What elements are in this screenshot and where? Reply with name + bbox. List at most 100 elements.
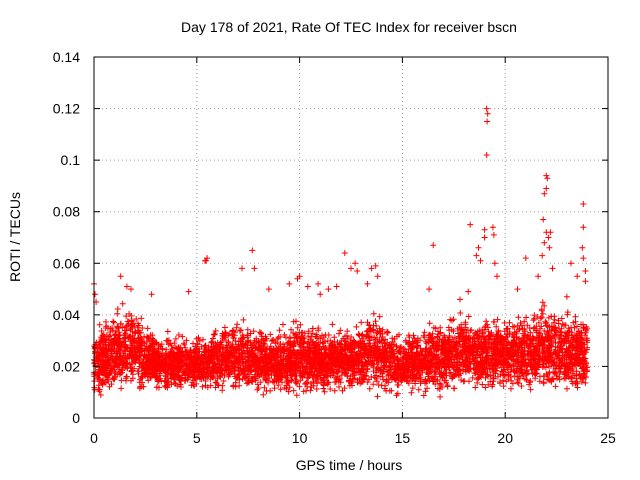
data-point: [570, 319, 577, 326]
data-point: [538, 307, 545, 314]
data-point: [445, 356, 452, 363]
data-point: [479, 326, 486, 333]
data-point: [270, 337, 277, 344]
data-point: [125, 318, 132, 325]
data-point: [120, 352, 127, 359]
data-point: [378, 382, 385, 389]
data-point: [310, 379, 317, 386]
data-point: [384, 329, 390, 336]
data-point: [169, 367, 176, 374]
data-point: [487, 356, 494, 363]
data-point: [473, 331, 480, 338]
data-point: [217, 343, 224, 350]
data-point: [370, 326, 377, 333]
data-point: [440, 372, 447, 379]
data-point: [118, 385, 125, 392]
data-point: [336, 330, 342, 337]
data-point: [334, 339, 341, 346]
data-point: [417, 337, 424, 344]
data-point: [491, 318, 498, 325]
data-point: [539, 363, 546, 370]
data-point: [579, 345, 586, 352]
data-point: [326, 353, 333, 360]
data-point: [474, 332, 481, 339]
data-points: [91, 105, 591, 400]
data-point: [247, 330, 254, 337]
chart-title: Day 178 of 2021, Rate Of TEC Index for r…: [181, 19, 517, 35]
data-point: [288, 326, 295, 333]
data-point: [494, 341, 501, 348]
data-point: [535, 355, 542, 362]
data-point: [264, 345, 271, 352]
data-point: [383, 349, 390, 356]
data-point: [480, 341, 487, 348]
data-point: [260, 374, 267, 381]
data-point: [460, 359, 467, 366]
data-point: [95, 382, 102, 389]
data-point: [528, 357, 535, 364]
data-point: [399, 366, 406, 373]
data-point: [434, 376, 441, 383]
data-point: [440, 342, 447, 349]
data-point: [214, 353, 221, 360]
data-point: [276, 327, 283, 334]
data-point: [364, 365, 371, 372]
data-point: [364, 379, 371, 386]
data-point: [426, 366, 433, 373]
data-point: [513, 334, 520, 340]
data-point: [241, 375, 248, 382]
data-point: [296, 329, 303, 336]
data-point: [321, 379, 328, 386]
data-point: [102, 341, 109, 348]
data-point: [336, 383, 342, 390]
data-point: [244, 334, 251, 341]
data-point: [479, 365, 486, 372]
data-point: [117, 321, 124, 327]
data-point: [489, 383, 496, 390]
data-point: [578, 335, 585, 342]
data-point: [580, 321, 586, 328]
data-point: [381, 366, 387, 373]
data-point: [537, 315, 544, 322]
data-point: [320, 357, 327, 364]
data-point: [503, 325, 510, 332]
data-point: [517, 320, 524, 327]
data-point: [551, 313, 558, 320]
data-point: [390, 346, 397, 353]
data-point: [290, 330, 297, 336]
data-point: [287, 347, 294, 354]
data-point: [251, 337, 258, 344]
data-point: [399, 377, 406, 383]
data-point: [534, 313, 541, 320]
data-point: [146, 337, 153, 344]
data-point: [141, 352, 148, 359]
data-point: [420, 392, 427, 399]
data-point: [261, 384, 268, 391]
data-point: [97, 366, 104, 373]
data-point: [219, 335, 226, 342]
data-point: [337, 362, 344, 369]
data-point: [214, 360, 221, 367]
data-point: [557, 357, 564, 364]
data-point: [423, 378, 430, 385]
data-point: [376, 313, 383, 320]
data-point: [256, 329, 263, 336]
data-point: [114, 310, 121, 317]
data-point: [199, 383, 206, 390]
data-point: [355, 331, 362, 337]
data-point: [116, 368, 123, 375]
data-point: [498, 364, 505, 371]
data-point: [530, 317, 537, 324]
data-point: [321, 374, 327, 381]
data-point: [107, 329, 114, 335]
data-point: [458, 377, 465, 383]
data-point: [302, 370, 309, 377]
data-point: [464, 363, 471, 370]
data-point: [441, 377, 448, 384]
data-point: [465, 313, 472, 320]
data-point: [238, 353, 245, 360]
data-point: [432, 325, 439, 332]
data-point: [172, 335, 179, 342]
grid-lines: [94, 57, 608, 418]
data-point: [457, 329, 464, 336]
